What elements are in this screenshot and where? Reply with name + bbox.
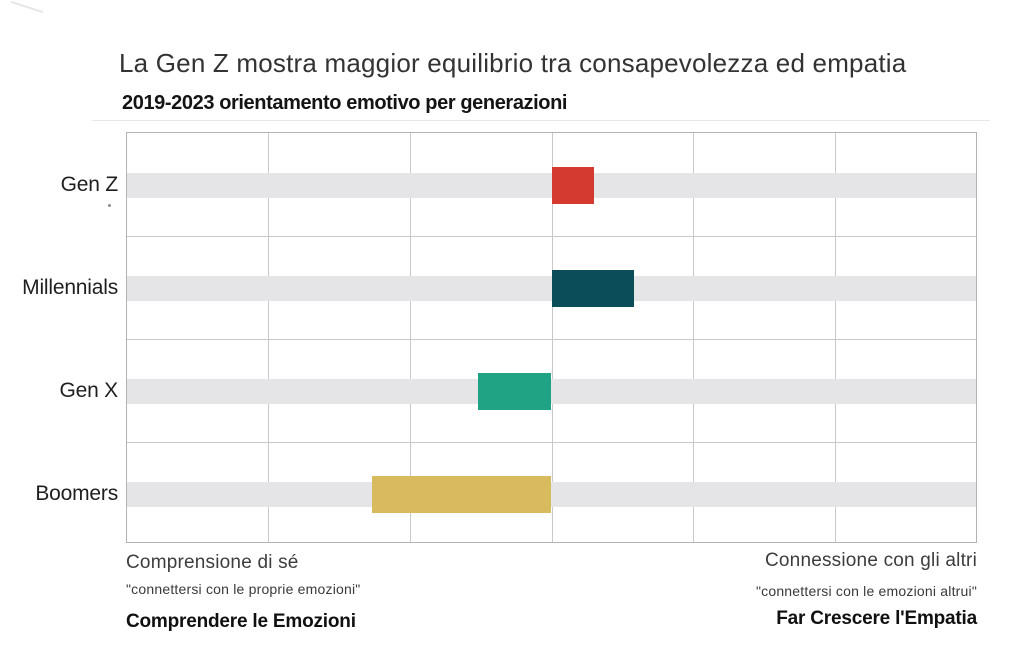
faint-top-rule xyxy=(92,120,990,121)
left-axis-quote: "connettersi con le proprie emozioni" xyxy=(126,581,361,597)
center-gridline xyxy=(551,133,553,542)
vertical-gridline xyxy=(409,133,411,542)
bar-millennials xyxy=(551,270,634,307)
horizontal-gridline xyxy=(127,236,976,237)
right-axis-quote: "connettersi con le emozioni altrui" xyxy=(755,583,977,599)
chart-subtitle: 2019-2023 orientamento emotivo per gener… xyxy=(122,92,568,114)
right-axis-heading: Connessione con gli altri xyxy=(764,550,977,571)
bar-gen-x xyxy=(477,373,552,410)
vertical-gridline xyxy=(692,133,694,542)
stray-pen-mark xyxy=(10,0,44,14)
row-band-gen-x xyxy=(127,379,976,404)
row-band-boomers xyxy=(127,482,976,507)
category-label-boomers: Boomers xyxy=(35,481,118,505)
category-label-gen-x: Gen X xyxy=(59,378,118,402)
vertical-gridline xyxy=(268,133,270,542)
horizontal-gridline xyxy=(127,442,976,443)
left-axis-heading: Comprensione di sé xyxy=(126,552,299,573)
category-label-millennials: Millennials xyxy=(22,275,118,299)
left-axis-label: Comprendere le Emozioni xyxy=(126,611,356,632)
category-label-gen-z: Gen Z xyxy=(60,172,119,196)
horizontal-gridline xyxy=(127,339,976,340)
chart-title: La Gen Z mostra maggior equilibrio tra c… xyxy=(119,48,907,78)
axis-end-right: Connessione con gli altri "connettersi c… xyxy=(756,550,977,630)
bar-gen-z xyxy=(551,167,594,204)
axis-end-left: Comprensione di sé "connettersi con le p… xyxy=(126,552,360,633)
right-axis-label: Far Crescere l'Empatia xyxy=(776,608,977,629)
stray-dot xyxy=(108,204,111,207)
vertical-gridline xyxy=(834,133,836,542)
plot-area xyxy=(126,132,977,543)
bar-boomers xyxy=(371,476,552,513)
